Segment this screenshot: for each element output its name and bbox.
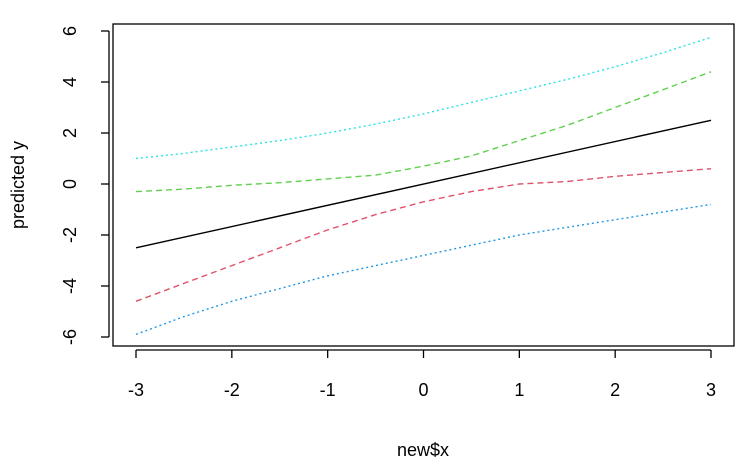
y-tick-label: 0 [60,179,80,189]
y-tick-label: 4 [60,77,80,87]
series-layer [135,36,712,336]
y-axis-title: predicted y [8,141,28,229]
series-line-2 [135,168,712,302]
series-line-1 [135,119,712,249]
x-tick-label: -1 [320,380,336,400]
y-tick-label: -2 [60,227,80,243]
x-tick-label: 0 [418,380,428,400]
x-tick-label: 3 [706,380,716,400]
series-line-3 [135,71,712,193]
axis-layer: -3 -2 -1 0 1 2 3 -6 -4 -2 0 2 4 6 [60,26,716,400]
series-line-5 [135,36,712,160]
series-line-4 [135,203,712,336]
x-tick-label: 2 [610,380,620,400]
y-tick-label: -6 [60,329,80,345]
plot-frame [112,23,735,347]
x-tick-label: -2 [224,380,240,400]
x-tick-label: 1 [514,380,524,400]
y-tick-label: -4 [60,278,80,294]
y-tick-label: 6 [60,26,80,36]
x-axis-title: new$x [397,440,449,460]
y-tick-label: 2 [60,128,80,138]
x-tick-label: -3 [128,380,144,400]
